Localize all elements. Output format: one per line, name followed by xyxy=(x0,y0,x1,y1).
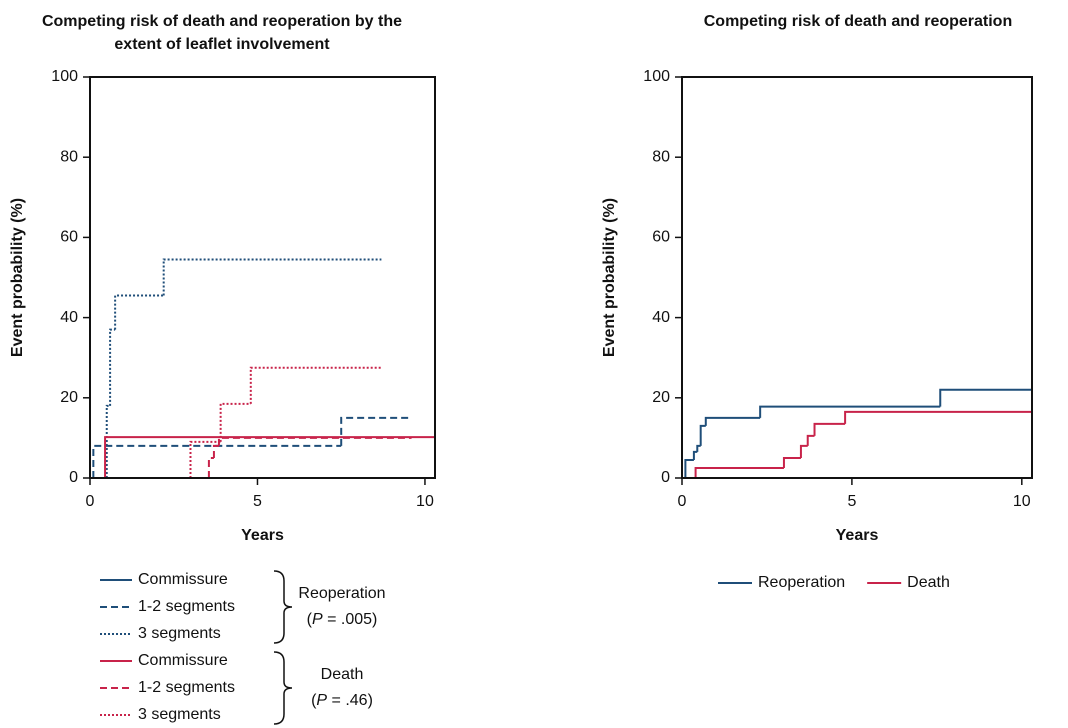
legend-brace xyxy=(273,570,293,644)
step-segment xyxy=(704,416,761,426)
legend-label: Commissure xyxy=(138,571,228,588)
step-segment xyxy=(692,450,698,460)
x-tick-label: 10 xyxy=(1013,493,1031,510)
step-segment xyxy=(759,405,941,418)
step-segment xyxy=(219,402,251,442)
step-segment xyxy=(114,294,164,330)
step-segment xyxy=(212,444,219,458)
legend-brace xyxy=(273,651,293,725)
step-segment xyxy=(105,404,111,478)
step-segment xyxy=(806,434,815,446)
x-tick-label: 10 xyxy=(416,493,434,510)
plot-frame xyxy=(681,76,1033,479)
x-tick-label: 5 xyxy=(847,493,856,510)
y-tick-label: 20 xyxy=(652,389,670,406)
y-tick-label: 80 xyxy=(652,148,670,165)
x-tick-label: 5 xyxy=(253,493,262,510)
legend-note-part: ( xyxy=(307,611,313,628)
step-segment xyxy=(92,444,342,478)
step-segment xyxy=(782,456,801,468)
y-axis-label: Event probability (%) xyxy=(601,198,618,357)
legend-label: Reoperation xyxy=(758,574,845,591)
legend-group-label: Death xyxy=(321,666,364,683)
legend-label: 3 segments xyxy=(138,706,221,723)
legend-note-part: P xyxy=(316,692,327,709)
step-segment xyxy=(799,444,808,458)
y-tick-label: 40 xyxy=(60,309,78,326)
legend-label: 1-2 segments xyxy=(138,598,235,615)
x-axis-label: Years xyxy=(241,527,284,544)
legend-note-part: = .005) xyxy=(323,611,378,628)
legend-group-label: Reoperation xyxy=(298,585,385,602)
y-tick-label: 60 xyxy=(652,229,670,246)
legend-note-part: ( xyxy=(311,692,317,709)
step-segment xyxy=(813,422,846,436)
chart-title: Competing risk of death and reoperation … xyxy=(42,13,402,30)
step-segment xyxy=(699,424,706,446)
y-tick-label: 100 xyxy=(51,68,78,85)
legend-label: 1-2 segments xyxy=(138,679,235,696)
y-tick-label: 100 xyxy=(643,68,670,85)
legend-note-part: P xyxy=(312,611,323,628)
legend-label: Commissure xyxy=(138,652,228,669)
y-tick-label: 80 xyxy=(60,148,78,165)
y-tick-label: 0 xyxy=(69,469,78,486)
chart-title: Competing risk of death and reoperation xyxy=(704,13,1012,30)
legend-note-part: = .46) xyxy=(327,692,373,709)
step-segment xyxy=(939,388,1032,407)
step-segment xyxy=(217,436,412,446)
y-tick-label: 60 xyxy=(60,229,78,246)
chart-title: extent of leaflet involvement xyxy=(114,36,330,53)
step-segment xyxy=(207,456,214,478)
y-axis-label: Event probability (%) xyxy=(9,198,26,357)
legend-label: 3 segments xyxy=(138,625,221,642)
step-segment xyxy=(249,366,382,404)
y-tick-label: 40 xyxy=(652,309,670,326)
step-segment xyxy=(109,328,116,406)
step-segment xyxy=(340,416,412,446)
step-segment xyxy=(684,458,694,478)
legend-group-note: (P = .46) xyxy=(311,692,373,709)
legend-label: Death xyxy=(907,574,950,591)
x-tick-label: 0 xyxy=(678,493,687,510)
legend-group-note: (P = .005) xyxy=(307,611,378,628)
plot-frame xyxy=(89,76,436,479)
x-tick-label: 0 xyxy=(86,493,95,510)
step-segment xyxy=(162,258,382,296)
step-segment xyxy=(696,444,701,452)
y-tick-label: 0 xyxy=(661,469,670,486)
step-segment xyxy=(694,466,784,478)
step-segment xyxy=(844,410,1032,424)
y-tick-label: 20 xyxy=(60,389,78,406)
x-axis-label: Years xyxy=(836,527,879,544)
step-segment xyxy=(189,440,221,478)
step-segment xyxy=(104,436,435,478)
